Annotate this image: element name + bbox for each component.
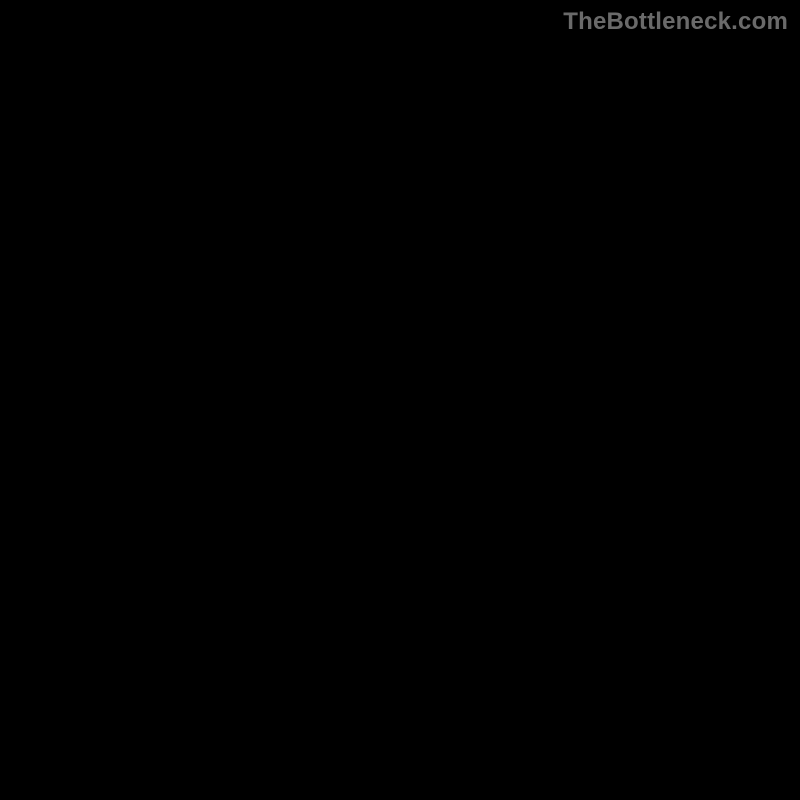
background-outer	[0, 0, 800, 800]
figure-root: TheBottleneck.com	[0, 0, 800, 800]
watermark-text: TheBottleneck.com	[563, 8, 788, 36]
